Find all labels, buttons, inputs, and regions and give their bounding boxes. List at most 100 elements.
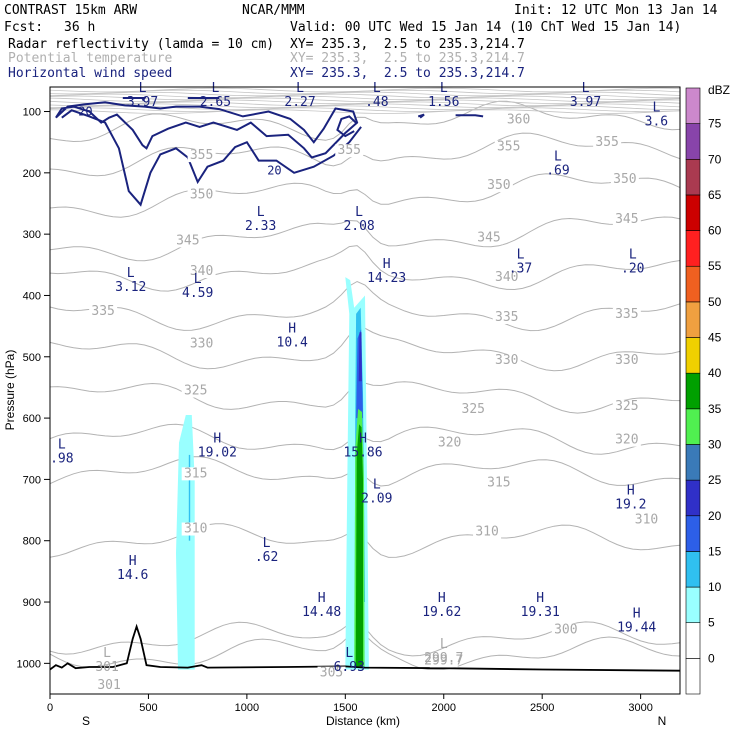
- wind-extremum-value: 6.93: [334, 660, 365, 675]
- colorbar-level-label: 10: [708, 580, 722, 594]
- theta-label: 335: [615, 307, 638, 322]
- theta-contour-line: [49, 280, 681, 332]
- wind-extremum-value: 2.08: [343, 219, 374, 234]
- theta-label: 360: [507, 113, 530, 128]
- colorbar-cell: [685, 230, 701, 267]
- wind-extremum-value: .98: [50, 452, 73, 467]
- y-tick-label: 400: [23, 290, 41, 302]
- wind-extremum-value: 3.97: [127, 95, 158, 110]
- field-theta-name: Potential temperature: [8, 51, 173, 66]
- theta-label: 355: [338, 143, 361, 158]
- theta-label-bg: [187, 149, 216, 163]
- colorbar-level-label: 75: [708, 117, 722, 131]
- wind-extremum-value: 14.23: [367, 271, 406, 286]
- fcst-value: 36 h: [64, 20, 95, 35]
- theta-label-bg: [335, 144, 364, 158]
- wind-extremum-value: 19.2: [615, 498, 646, 513]
- theta-label-bg: [173, 234, 202, 248]
- theta-label: 325: [462, 402, 485, 417]
- theta-label-bg: [317, 666, 346, 680]
- wind-extremum-type: H: [438, 591, 446, 606]
- theta-label-bg: [484, 179, 513, 193]
- theta-contour-line-upper: [49, 103, 681, 109]
- colorbar-level-label: 25: [708, 473, 722, 487]
- wind-contour-line: [455, 114, 484, 118]
- y-tick-label: 900: [23, 597, 41, 609]
- field-wind-name: Horizontal wind speed: [8, 66, 172, 81]
- theta-label-bg: [484, 476, 513, 490]
- theta-contour-line: [49, 245, 681, 292]
- theta-label: 355: [190, 148, 213, 163]
- theta-label: 330: [190, 336, 213, 351]
- wind-extremum-type: H: [129, 554, 137, 569]
- theta-extremum-type: L: [440, 637, 448, 652]
- x-axis: 0 500 1000 1500 2000 2500 3000: [47, 694, 653, 714]
- wind-extremum-value: 2.65: [200, 95, 231, 110]
- org-label: NCAR/MMM: [242, 3, 305, 18]
- theta-label: 310: [475, 525, 498, 540]
- colorbar-level-label: 35: [708, 402, 722, 416]
- theta-label: 330: [495, 353, 518, 368]
- theta-label-bg: [435, 436, 464, 450]
- colorbar-cell: [685, 658, 701, 695]
- y-tick-label: 600: [23, 413, 41, 425]
- field-reflectivity-name: Radar reflectivity (lamda = 10 cm): [8, 37, 274, 52]
- wind-extremum-type: L: [345, 646, 353, 661]
- theta-label: 345: [176, 233, 199, 248]
- theta-label: 335: [91, 304, 114, 319]
- theta-contour-line-upper: [49, 109, 681, 114]
- theta-contour-line-upper: [49, 105, 681, 111]
- y-tick-label: 800: [23, 536, 41, 548]
- wind-contour-line: [417, 113, 425, 119]
- theta-labels: 360 355 355 355 355 350 350 350 345 345 345 340 340 3…: [89, 113, 661, 693]
- wind-extremum-type: L: [373, 81, 381, 96]
- theta-extremum-type: L: [103, 646, 111, 661]
- colorbar-level-label: 0: [708, 651, 715, 665]
- wind-extremum-value: .20: [621, 262, 644, 277]
- colorbar-cell: [685, 372, 701, 410]
- theta-label-bg: [612, 433, 641, 447]
- wind-extremum-value: .48: [365, 95, 388, 110]
- theta-label: 335: [495, 310, 518, 325]
- theta-contour-line-upper: [49, 91, 681, 97]
- wind-extremum-value: 14.6: [117, 568, 148, 583]
- theta-label: 301: [97, 678, 120, 693]
- x-tick-label: 3000: [628, 702, 652, 714]
- wind-extremum-type: L: [296, 81, 304, 96]
- colorbar-level-label: 65: [708, 188, 722, 202]
- wind-extremum-type: H: [213, 432, 221, 447]
- wind-contour-line: [336, 115, 358, 138]
- theta-label-bg: [181, 384, 210, 398]
- wind-extremum-value: 19.62: [422, 605, 461, 620]
- wind-extremum-type: L: [211, 81, 219, 96]
- theta-label: 320: [438, 436, 461, 451]
- refl-5dbz-left: [176, 415, 195, 670]
- wind-extremum-value: .62: [255, 550, 278, 565]
- wind-contour-label: 20: [78, 105, 92, 119]
- wind-extremum-type: L: [194, 272, 202, 287]
- theta-label: 350: [190, 187, 213, 202]
- y-axis: 100 200 300 400 500 600 700 800 900 1000: [17, 107, 50, 670]
- wind-extremum-type: H: [359, 432, 367, 447]
- theta-contour-line-upper: [49, 97, 681, 103]
- colorbar-cell: [685, 622, 701, 659]
- theta-label-bg: [181, 467, 210, 481]
- wind-extremum-type: H: [318, 591, 326, 606]
- colorbar-cell: [685, 194, 701, 231]
- wind-extremum-type: L: [139, 81, 147, 96]
- wind-extremum-type: L: [440, 81, 448, 96]
- wind-extremum-value: 2.33: [245, 219, 276, 234]
- wind-contour-line: [122, 97, 147, 102]
- wind-extremum-value: 10.4: [277, 335, 308, 350]
- wind-extremum-value: .69: [546, 164, 569, 179]
- wind-extremum-type: L: [257, 205, 265, 220]
- y-axis-title: Pressure (hPa): [3, 350, 17, 431]
- refl-30dbz-core: [355, 424, 363, 667]
- colorbar-cell: [685, 158, 701, 196]
- y-tick-label: 100: [23, 107, 41, 119]
- x-tick-label: 2000: [432, 702, 456, 714]
- theta-label: 310: [184, 522, 207, 537]
- wind-extremum-type: H: [288, 321, 296, 336]
- theta-label: 340: [495, 270, 518, 285]
